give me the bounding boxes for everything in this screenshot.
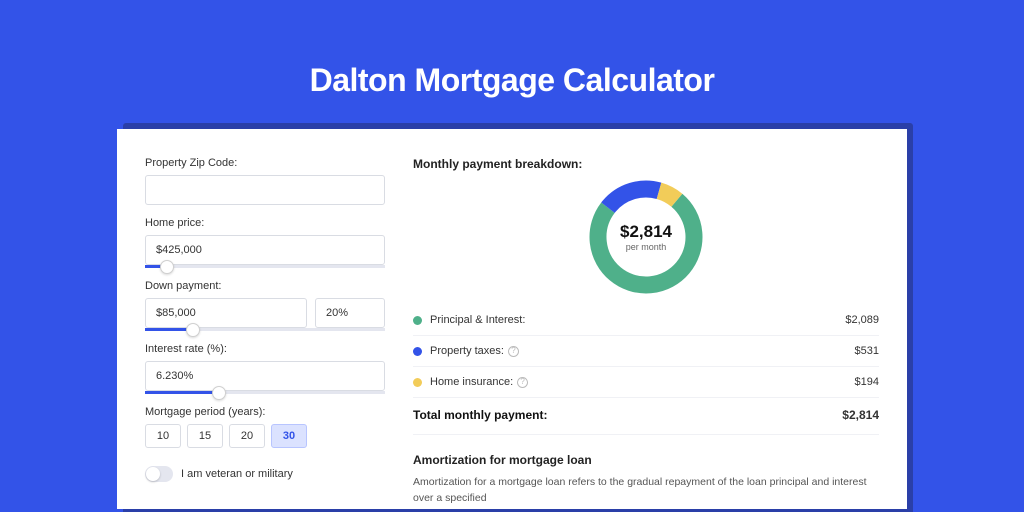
- calculator-card: Property Zip Code: Home price: Down paym…: [117, 129, 907, 509]
- legend-value: $531: [855, 345, 879, 357]
- legend-label: Principal & Interest:: [430, 314, 525, 326]
- donut-amount: $2,814: [620, 222, 672, 242]
- legend-dot: [413, 378, 422, 387]
- donut-center: $2,814 per month: [586, 177, 706, 297]
- price-slider-thumb[interactable]: [160, 260, 174, 274]
- price-label: Home price:: [145, 217, 385, 229]
- period-option-10[interactable]: 10: [145, 424, 181, 448]
- veteran-toggle[interactable]: [145, 466, 173, 482]
- price-slider[interactable]: [145, 265, 385, 268]
- price-input[interactable]: [145, 235, 385, 265]
- donut-wrap: $2,814 per month: [413, 177, 879, 297]
- page-title: Dalton Mortgage Calculator: [310, 62, 715, 99]
- field-rate: Interest rate (%):: [145, 343, 385, 394]
- legend-row-2: Home insurance: ? $194: [413, 367, 879, 398]
- legend-dot: [413, 316, 422, 325]
- rate-input[interactable]: [145, 361, 385, 391]
- period-option-15[interactable]: 15: [187, 424, 223, 448]
- form-panel: Property Zip Code: Home price: Down paym…: [145, 157, 385, 509]
- veteran-label: I am veteran or military: [181, 468, 293, 480]
- help-icon[interactable]: ?: [508, 346, 519, 357]
- down-amount-input[interactable]: [145, 298, 307, 328]
- rate-slider-thumb[interactable]: [212, 386, 226, 400]
- legend-row-1: Property taxes: ? $531: [413, 336, 879, 367]
- legend-value: $2,089: [845, 314, 879, 326]
- veteran-row: I am veteran or military: [145, 466, 385, 482]
- down-slider-thumb[interactable]: [186, 323, 200, 337]
- amortization-text: Amortization for a mortgage loan refers …: [413, 475, 879, 507]
- down-label: Down payment:: [145, 280, 385, 292]
- total-value: $2,814: [842, 408, 879, 422]
- period-label: Mortgage period (years):: [145, 406, 385, 418]
- legend-row-0: Principal & Interest: $2,089: [413, 305, 879, 336]
- rate-slider[interactable]: [145, 391, 385, 394]
- legend-label: Home insurance: ?: [430, 376, 528, 388]
- donut-sub: per month: [626, 242, 667, 252]
- total-row: Total monthly payment: $2,814: [413, 398, 879, 435]
- legend-dot: [413, 347, 422, 356]
- field-home-price: Home price:: [145, 217, 385, 268]
- field-period: Mortgage period (years): 10152030: [145, 406, 385, 448]
- down-slider[interactable]: [145, 328, 385, 331]
- zip-input[interactable]: [145, 175, 385, 205]
- card-wrapper: Property Zip Code: Home price: Down paym…: [117, 129, 907, 509]
- rate-slider-fill: [145, 391, 219, 394]
- help-icon[interactable]: ?: [517, 377, 528, 388]
- payment-donut: $2,814 per month: [586, 177, 706, 297]
- legend-value: $194: [855, 376, 879, 388]
- breakdown-title: Monthly payment breakdown:: [413, 157, 879, 171]
- total-label: Total monthly payment:: [413, 408, 547, 422]
- breakdown-panel: Monthly payment breakdown: $2,814 per mo…: [413, 157, 879, 509]
- down-percent-input[interactable]: [315, 298, 385, 328]
- field-zip: Property Zip Code:: [145, 157, 385, 205]
- field-down-payment: Down payment:: [145, 280, 385, 331]
- zip-label: Property Zip Code:: [145, 157, 385, 169]
- toggle-knob: [146, 467, 160, 481]
- rate-label: Interest rate (%):: [145, 343, 385, 355]
- amortization-title: Amortization for mortgage loan: [413, 453, 879, 467]
- legend-label: Property taxes: ?: [430, 345, 519, 357]
- period-option-30[interactable]: 30: [271, 424, 307, 448]
- period-option-20[interactable]: 20: [229, 424, 265, 448]
